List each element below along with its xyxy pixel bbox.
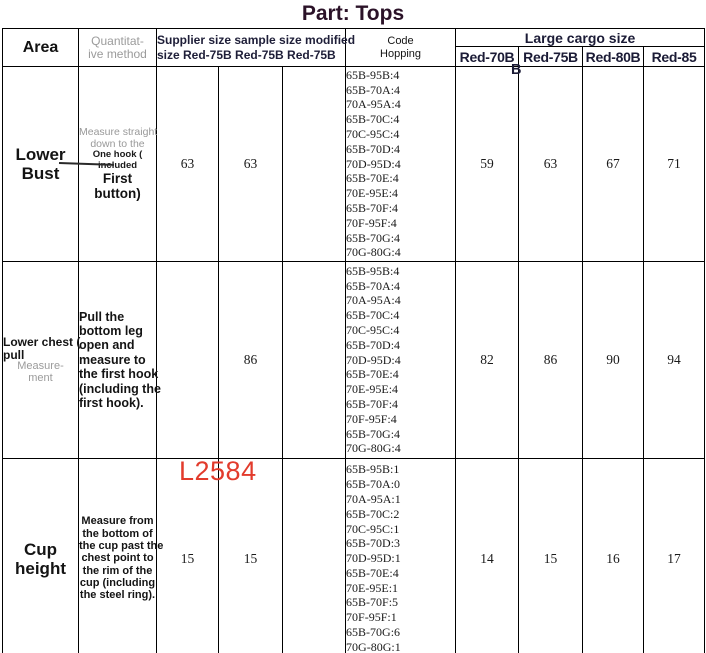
code-hopping-list: 65B-95B:1 65B-70A:0 70A-95A:1 65B-70C:2 … — [345, 458, 457, 653]
code-hopping-list: 65B-95B:4 65B-70A:4 70A-95A:4 65B-70C:4 … — [345, 261, 457, 459]
size-header-red-70b: Red-70B — [455, 46, 519, 67]
area-bold-text: Lower chest ( pull — [3, 335, 81, 362]
method-cell-lower-bust: Measure straight down to the One hook ( … — [78, 66, 158, 262]
method-gray-text: Measure straight down to the — [79, 126, 158, 150]
sample-size-cell: 15 — [218, 458, 283, 653]
cargo-size-cell: 94 — [643, 261, 706, 459]
area-gray-text: Measure- ment — [17, 360, 64, 384]
cargo-size-cell: 71 — [643, 66, 706, 262]
method-struck-text: One hook ( — [92, 149, 143, 160]
cargo-size-cell: 90 — [582, 261, 645, 459]
size-header-wrapped-b: B — [511, 62, 522, 78]
column-header-code-hopping: Code Hopping — [345, 28, 457, 67]
sample-size-cell: 63 — [218, 66, 283, 262]
modified-size-cell — [281, 261, 347, 459]
cargo-size-cell: 17 — [643, 458, 706, 653]
area-label-lower-bust: Lower Bust — [2, 66, 79, 262]
column-header-supplier-sizes: Supplier size sample size modified size … — [155, 28, 355, 67]
cargo-size-cell: 14 — [455, 458, 520, 653]
header-row-1: Area Quantitat- ive method Supplier size… — [2, 28, 706, 67]
supplier-size-cell: 63 — [156, 66, 219, 262]
row-lower-chest: Lower chest ( pull Measure- ment Pull th… — [2, 261, 706, 459]
modified-size-cell — [281, 458, 347, 653]
cargo-size-cell: 67 — [582, 66, 645, 262]
row-cup-height: Cup height Measure from the bottom of th… — [2, 458, 706, 653]
area-label-lower-chest: Lower chest ( pull Measure- ment — [2, 261, 81, 459]
style-number-annotation: L2584 — [179, 456, 257, 486]
column-header-area: Area — [2, 28, 79, 67]
size-header-red-85b: Red-85 — [643, 46, 706, 67]
row-lower-bust: Lower Bust Measure straight down to the … — [2, 66, 706, 262]
page-title: Part: Tops — [301, 2, 405, 25]
method-cont-text: included — [97, 159, 138, 171]
modified-size-cell — [281, 66, 347, 262]
method-cell-cup-height: Measure from the bottom of the cup past … — [78, 458, 163, 653]
sample-size-cell: 86 — [218, 261, 283, 459]
column-header-method: Quantitat- ive method — [78, 28, 157, 67]
code-hopping-list: 65B-95B:4 65B-70A:4 70A-95A:4 65B-70C:4 … — [345, 66, 457, 262]
supplier-size-cell — [156, 261, 219, 459]
cargo-size-cell: 63 — [518, 66, 584, 262]
spec-table: Area Quantitat- ive method Supplier size… — [2, 28, 706, 653]
supplier-size-cell: 15 — [156, 458, 219, 653]
size-header-red-75b: Red-75B — [518, 46, 584, 67]
cargo-size-cell: 16 — [582, 458, 645, 653]
cargo-size-cell: 86 — [518, 261, 584, 459]
area-label-cup-height: Cup height — [2, 458, 79, 653]
cargo-size-cell: 59 — [455, 66, 520, 262]
cargo-size-cell: 82 — [455, 261, 520, 459]
method-emph-text: First button) — [94, 171, 141, 201]
size-header-red-80b: Red-80B — [582, 46, 645, 67]
method-cell-lower-chest: Pull the bottom leg open and measure to … — [78, 261, 161, 459]
column-header-large-cargo-size: Large cargo size — [455, 28, 706, 47]
cargo-size-cell: 15 — [518, 458, 584, 653]
